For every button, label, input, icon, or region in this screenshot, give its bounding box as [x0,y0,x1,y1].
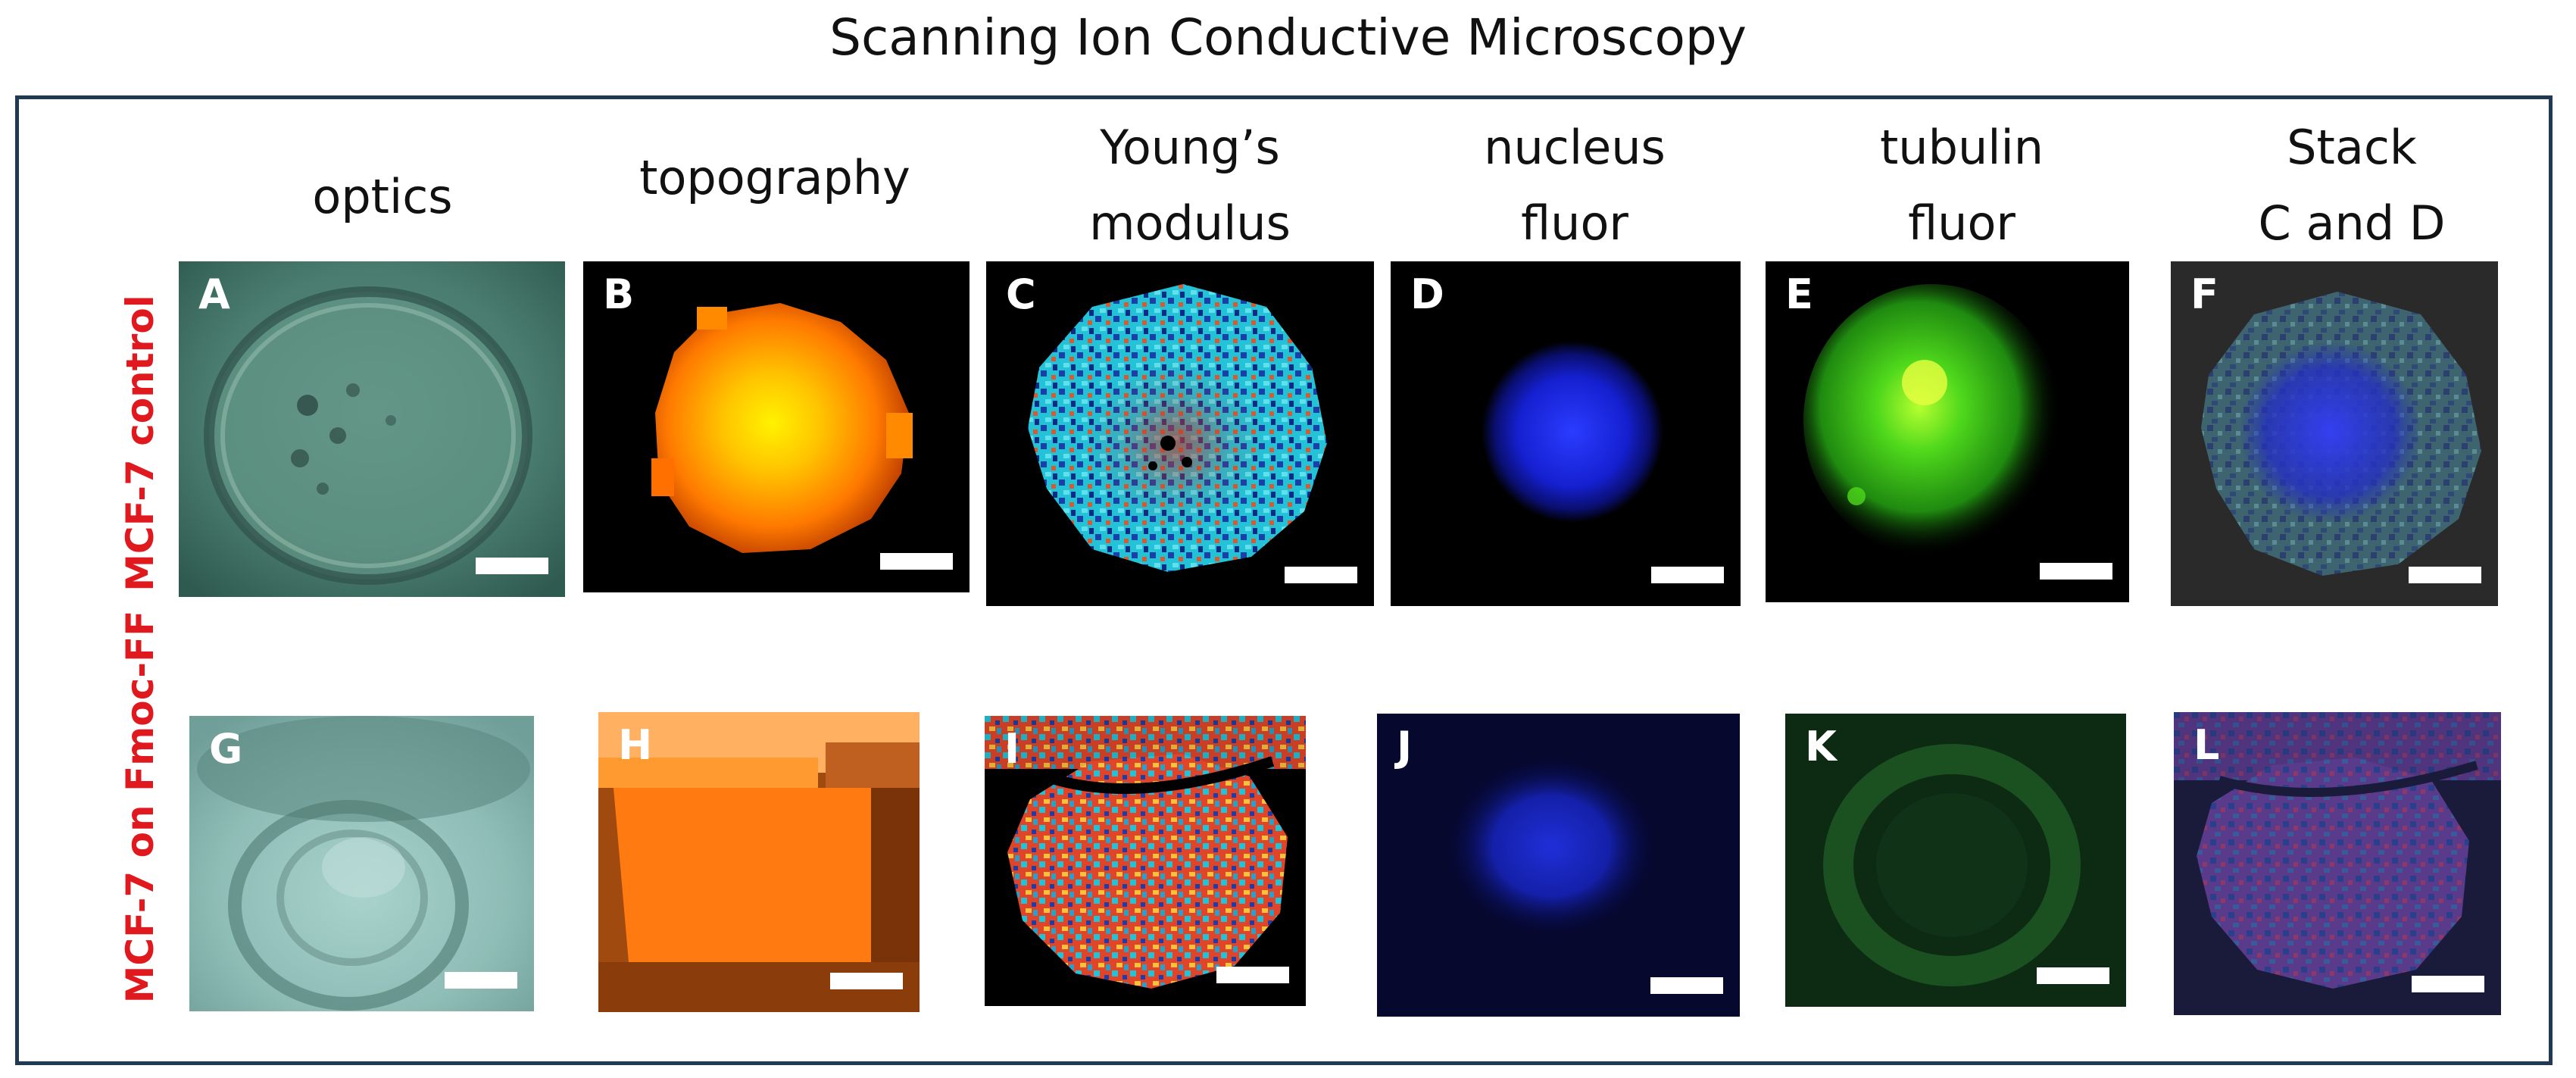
optics-image [189,716,534,1011]
tubulin-fluor-image [1766,261,2129,602]
panel-d-nucleus-fluor: D [1391,261,1741,606]
column-header-line2: optics [312,169,453,224]
nucleus-fluor-image [1377,714,1740,1017]
topography-image [583,261,970,592]
column-header-line2: topography [639,150,910,205]
panel-g-optics: G [189,716,534,1011]
panel-label: B [603,270,635,318]
column-header-line2: modulus [1089,195,1291,251]
panel-label: F [2190,270,2218,318]
panel-label: E [1785,270,1813,318]
scale-bar [1651,567,1724,583]
column-header-line1: Young’s [1100,120,1280,175]
scale-bar [1285,567,1357,583]
scale-bar [445,972,517,989]
row-label-control: MCF-7 control [118,295,162,592]
panel-label: A [198,270,230,318]
column-header-topography: topography [597,125,953,277]
panel-label: K [1805,723,1837,770]
column-header-nucleus-fluor: nucleus fluor [1397,110,1753,261]
panel-l-stack: L [2174,712,2501,1015]
nucleus-fluor-image [1391,261,1741,606]
scale-bar [1216,967,1289,983]
youngs-modulus-map [986,261,1374,606]
panel-b-topography: B [583,261,970,592]
scale-bar [2412,976,2484,992]
panel-c-youngs-modulus: C [986,261,1374,606]
panel-label: J [1397,723,1413,770]
tubulin-fluor-image [1785,714,2126,1007]
panel-label: G [209,725,243,773]
column-header-line2: fluor [1908,195,2016,251]
panel-label: H [618,721,653,769]
panel-i-youngs-modulus: I [985,716,1306,1006]
column-header-tubulin-fluor: tubulin fluor [1784,110,2140,261]
optics-image [179,261,565,597]
scale-bar [2037,967,2109,984]
figure-title: Scanning Ion Conductive Microscopy [829,8,1747,67]
column-header-line2: C and D [2258,195,2446,251]
scale-bar [476,558,548,574]
column-header-line1: Stack [2287,120,2417,175]
stack-image [2174,712,2501,1015]
panel-k-tubulin-fluor: K [1785,714,2126,1007]
stack-image [2171,261,2498,606]
scale-bar [830,973,903,989]
column-header-youngs-modulus: Young’s modulus [1012,110,1368,261]
scale-bar [880,553,953,570]
figure-frame [15,95,2553,1065]
scale-bar [1650,977,1723,994]
panel-label: I [1004,725,1020,773]
panel-label: L [2194,721,2220,769]
panel-e-tubulin-fluor: E [1766,261,2129,602]
scale-bar [2040,563,2112,580]
scale-bar [2409,567,2481,583]
column-header-line1: tubulin [1879,120,2044,175]
column-header-line1: nucleus [1484,120,1666,175]
panel-j-nucleus-fluor: J [1377,714,1740,1017]
row-label-fmoc-ff: MCF-7 on Fmoc-FF [118,610,162,1004]
panel-label: C [1006,270,1036,318]
panel-h-topography: H [598,712,920,1012]
panel-a-optics: A [179,261,565,597]
column-header-stack: Stack C and D [2174,110,2530,261]
column-header-optics: optics [205,133,560,284]
topography-image [598,712,920,1012]
panel-f-stack: F [2171,261,2498,606]
panel-label: D [1410,270,1444,318]
youngs-modulus-map [985,716,1306,1006]
column-header-line2: fluor [1521,195,1628,251]
